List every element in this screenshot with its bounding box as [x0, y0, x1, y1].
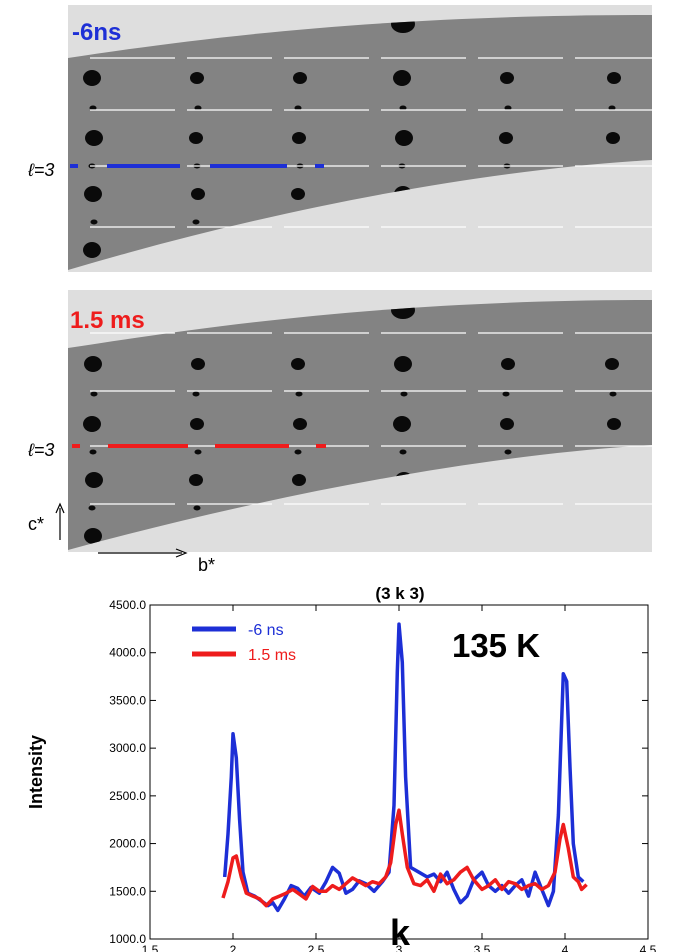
axis-ticks: 1.5 2 2.5 3 3.5 4 4.5 1000.0 1500.0 2000.0 2500.0 3… [109, 598, 656, 952]
bragg-spot [399, 449, 407, 455]
bragg-spot [189, 474, 203, 486]
bragg-spot [88, 505, 96, 511]
diffraction-panel-top: -6ns ℓ=3 [27, 5, 652, 272]
bragg-spot [502, 391, 510, 397]
y-axis-label: Intensity [26, 735, 46, 809]
bragg-spot [501, 358, 515, 370]
bragg-spot [500, 418, 514, 430]
x-tick-label: 3.5 [474, 943, 491, 952]
bragg-spot [292, 474, 306, 486]
bragg-spot [194, 449, 202, 455]
y-tick-label: 2000.0 [109, 837, 146, 851]
bragg-spot [504, 449, 512, 455]
bragg-spot [607, 72, 621, 84]
l-index-label-bottom: ℓ=3 [27, 440, 54, 460]
bragg-spot [607, 418, 621, 430]
bragg-spot [291, 358, 305, 370]
bragg-spot [295, 391, 303, 397]
diffraction-panel-bottom: 1.5 ms ℓ=3 [27, 290, 652, 552]
bragg-spot [90, 219, 98, 225]
diffraction-images: -6ns ℓ=3 1.5 ms ℓ=3 c* b* [27, 5, 652, 575]
series-line-red [221, 808, 588, 908]
bragg-spot [400, 391, 408, 397]
bragg-spot [89, 449, 97, 455]
bragg-spot [399, 105, 407, 111]
bragg-spot [191, 188, 205, 200]
bragg-spot [292, 132, 306, 144]
time-label-top: -6ns [72, 19, 121, 46]
legend-label-red: 1.5 ms [248, 647, 296, 664]
data-series [221, 622, 588, 913]
bragg-spot [192, 391, 200, 397]
bragg-spot [90, 391, 98, 397]
series-line-blue [222, 622, 585, 913]
time-label-bottom: 1.5 ms [70, 307, 145, 334]
bragg-spot [191, 358, 205, 370]
y-tick-label: 1500.0 [109, 884, 146, 898]
x-tick-label: 2.5 [308, 943, 325, 952]
bragg-spot [605, 358, 619, 370]
chart-title: (3 k 3) [375, 584, 424, 603]
bragg-spot [84, 186, 102, 202]
bragg-spot [606, 132, 620, 144]
bragg-spot [499, 132, 513, 144]
bragg-spot [190, 72, 204, 84]
bragg-spot [83, 242, 101, 258]
y-tick-label: 3500.0 [109, 693, 146, 707]
x-axis-label: k [390, 912, 411, 952]
bragg-spot [190, 418, 204, 430]
bragg-spot [294, 449, 302, 455]
bragg-spot [395, 130, 413, 146]
bragg-spot [83, 416, 101, 432]
bragg-spot [89, 105, 97, 111]
legend: -6 ns 1.5 ms [192, 622, 296, 664]
bragg-spot [608, 105, 616, 111]
x-tick-label: 3 [396, 943, 403, 952]
bragg-spot [394, 356, 412, 372]
bragg-spot [84, 528, 102, 544]
bragg-spot [83, 70, 101, 86]
x-tick-label: 2 [230, 943, 237, 952]
temperature-annotation: 135 K [452, 627, 540, 664]
bragg-spot [293, 418, 307, 430]
x-tick-label: 4.5 [640, 943, 657, 952]
bragg-spot [393, 70, 411, 86]
bragg-spot [189, 132, 203, 144]
y-tick-label: 2500.0 [109, 789, 146, 803]
bragg-spot [609, 391, 617, 397]
c-star-label: c* [28, 514, 44, 534]
bragg-spot [85, 130, 103, 146]
y-tick-label: 1000.0 [109, 932, 146, 946]
y-tick-label: 4000.0 [109, 646, 146, 660]
bragg-spot [500, 72, 514, 84]
bragg-spot [194, 105, 202, 111]
reciprocal-axes: c* b* [28, 502, 215, 575]
bragg-spot [193, 505, 201, 511]
y-tick-label: 3000.0 [109, 741, 146, 755]
x-tick-label: 1.5 [142, 943, 159, 952]
x-tick-label: 4 [562, 943, 569, 952]
y-tick-label: 4500.0 [109, 598, 146, 612]
intensity-plot: (3 k 3) 1.5 2 2.5 3 3.5 4 4.5 1000.0 1500.0 2000.… [26, 584, 657, 952]
bragg-spot [504, 105, 512, 111]
l-index-label-top: ℓ=3 [27, 160, 54, 180]
bragg-spot [294, 105, 302, 111]
bragg-spot [293, 72, 307, 84]
bragg-spot [85, 472, 103, 488]
bragg-spot [393, 416, 411, 432]
bragg-spot [192, 219, 200, 225]
bragg-spot [84, 356, 102, 372]
legend-label-blue: -6 ns [248, 622, 284, 639]
bragg-spot [291, 188, 305, 200]
b-star-label: b* [198, 555, 215, 575]
